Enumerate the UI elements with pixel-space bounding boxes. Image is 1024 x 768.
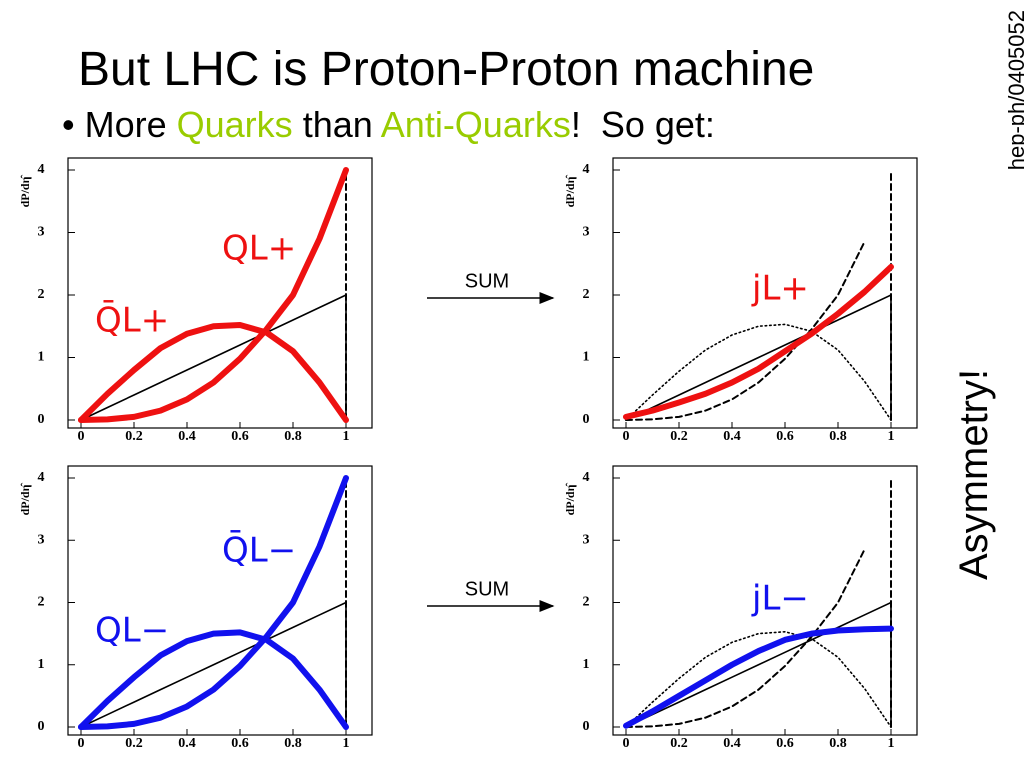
annotation: Q̄L− xyxy=(222,529,296,570)
x-tick-label: 0 xyxy=(78,736,85,751)
series-line xyxy=(80,601,347,728)
plot-frame xyxy=(67,465,373,736)
series-line xyxy=(78,629,349,730)
y-tick-label: 0 xyxy=(38,719,45,734)
x-tick-label: 0.2 xyxy=(125,429,143,444)
x-tick-label: 1 xyxy=(888,736,895,751)
bullet-text: More xyxy=(84,104,177,145)
x-tick-label: 0.8 xyxy=(284,736,302,751)
y-axis-label: dP/dη̂ xyxy=(18,483,32,516)
annotation: QL+ xyxy=(222,229,296,269)
slide-title: But LHC is Proton-Proton machine xyxy=(78,43,815,96)
x-tick-label: 0.4 xyxy=(178,429,196,444)
series-line xyxy=(625,630,892,728)
series-line xyxy=(625,548,866,728)
annotation: jL− xyxy=(751,579,809,619)
series-line xyxy=(78,167,349,423)
sum-label: SUM xyxy=(465,578,509,600)
y-tick-label: 4 xyxy=(583,470,590,485)
x-tick-label: 0.2 xyxy=(125,736,143,751)
sum-label: SUM xyxy=(465,270,509,292)
y-axis-label: dP/dη̂ xyxy=(563,483,577,516)
series-line xyxy=(78,475,349,730)
y-tick-label: 2 xyxy=(583,595,590,610)
bullet: • More Quarks than Anti-Quarks! So get: xyxy=(62,104,715,145)
x-tick-label: 0 xyxy=(78,429,85,444)
annotation: Q̄L+ xyxy=(95,299,169,340)
annotation: QL− xyxy=(95,611,169,651)
y-tick-label: 2 xyxy=(583,287,590,302)
y-axis-label: dP/dη̂ xyxy=(18,175,32,208)
x-tick-label: 0 xyxy=(623,736,630,751)
x-tick-label: 0.8 xyxy=(284,429,302,444)
series-line xyxy=(625,240,866,421)
plot-frame xyxy=(612,157,918,429)
y-tick-label: 1 xyxy=(583,350,590,365)
y-tick-label: 0 xyxy=(583,412,590,427)
x-tick-label: 0.4 xyxy=(178,736,196,751)
bullet-highlight: Quarks xyxy=(176,104,293,145)
y-tick-label: 2 xyxy=(38,287,45,302)
x-tick-label: 0 xyxy=(623,429,630,444)
x-tick-label: 0.8 xyxy=(829,429,847,444)
series-line xyxy=(623,263,894,420)
x-tick-label: 0.2 xyxy=(670,429,688,444)
y-tick-label: 3 xyxy=(583,225,590,240)
y-tick-label: 0 xyxy=(583,719,590,734)
plot-frame xyxy=(67,157,373,429)
series-line xyxy=(623,625,894,729)
x-tick-label: 1 xyxy=(888,429,895,444)
x-tick-label: 0.6 xyxy=(231,736,249,751)
series-line xyxy=(78,322,349,423)
y-tick-label: 4 xyxy=(38,162,45,177)
series-line xyxy=(625,601,892,728)
y-tick-label: 1 xyxy=(583,657,590,672)
y-axis-label: dP/dη̂ xyxy=(563,175,577,208)
y-tick-label: 1 xyxy=(38,657,45,672)
x-tick-label: 0.6 xyxy=(231,429,249,444)
x-tick-label: 0.4 xyxy=(723,429,741,444)
y-tick-label: 4 xyxy=(583,162,590,177)
plot-frame xyxy=(612,465,918,736)
series-line xyxy=(80,294,347,421)
y-tick-label: 0 xyxy=(38,412,45,427)
y-tick-label: 2 xyxy=(38,595,45,610)
x-tick-label: 0.6 xyxy=(776,736,794,751)
x-tick-label: 0.6 xyxy=(776,429,794,444)
x-tick-label: 1 xyxy=(343,429,350,444)
bullet-text: than xyxy=(292,104,381,145)
y-tick-label: 3 xyxy=(38,532,45,547)
x-tick-label: 0.2 xyxy=(670,736,688,751)
x-tick-label: 1 xyxy=(343,736,350,751)
y-tick-label: 1 xyxy=(38,350,45,365)
annotation: jL+ xyxy=(751,269,809,309)
y-tick-label: 3 xyxy=(583,532,590,547)
x-tick-label: 0.8 xyxy=(829,736,847,751)
y-tick-label: 4 xyxy=(38,470,45,485)
series-line xyxy=(625,294,892,421)
series-line xyxy=(625,323,892,421)
bullet-text: ! So get: xyxy=(570,104,715,145)
bullet-highlight: Anti-Quarks xyxy=(380,104,571,145)
x-tick-label: 0.4 xyxy=(723,736,741,751)
y-tick-label: 3 xyxy=(38,225,45,240)
